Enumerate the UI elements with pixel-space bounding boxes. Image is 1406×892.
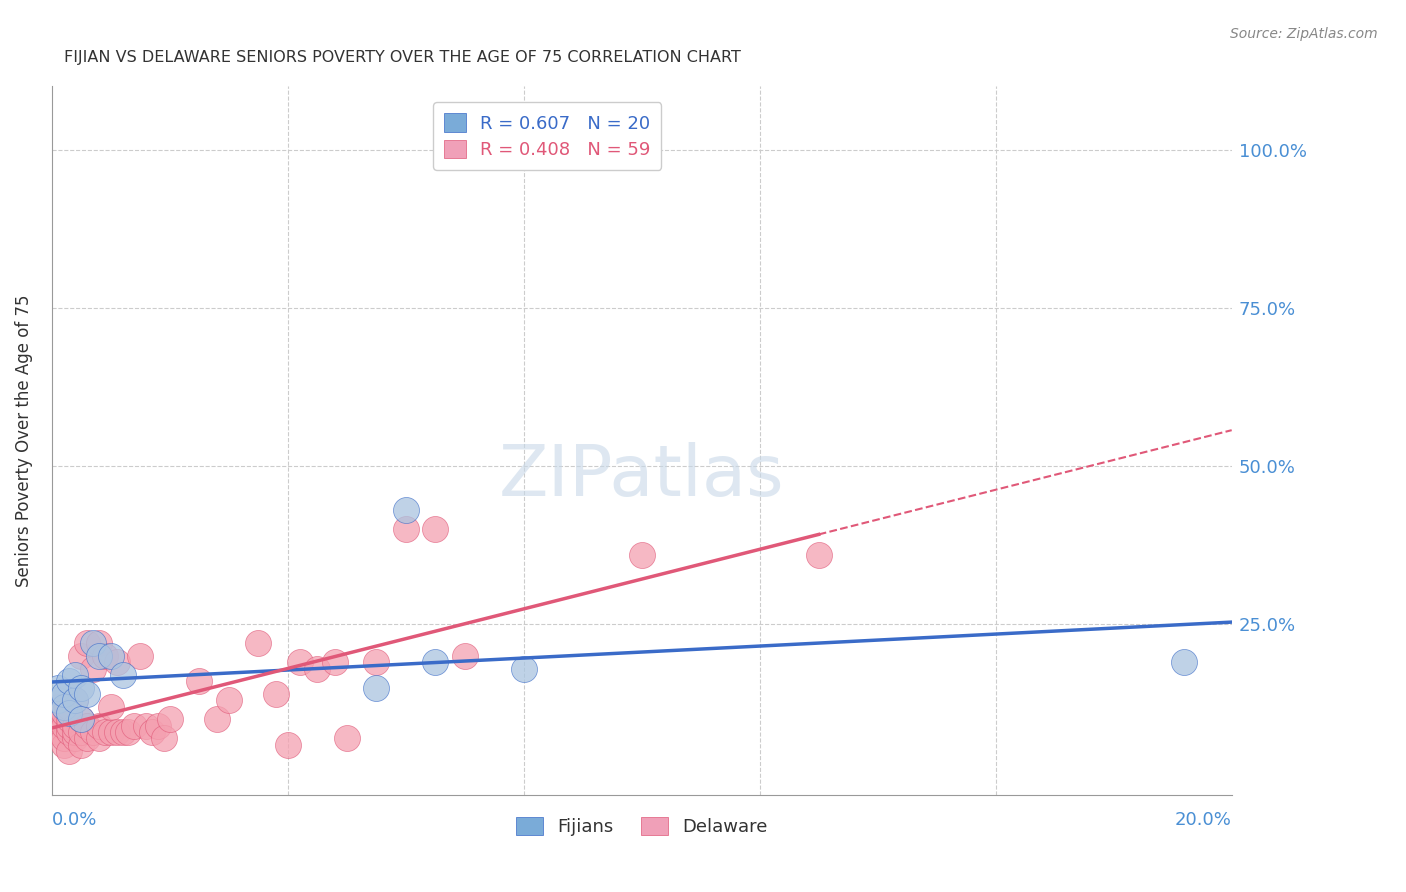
Point	[264, 687, 287, 701]
Point	[630, 548, 652, 562]
Point	[807, 548, 830, 562]
Point	[70, 649, 93, 664]
Point	[46, 699, 69, 714]
Point	[65, 668, 87, 682]
Point	[94, 725, 117, 739]
Point	[82, 636, 104, 650]
Point	[111, 668, 134, 682]
Y-axis label: Seniors Poverty Over the Age of 75: Seniors Poverty Over the Age of 75	[15, 294, 32, 587]
Point	[94, 649, 117, 664]
Point	[100, 725, 122, 739]
Text: Source: ZipAtlas.com: Source: ZipAtlas.com	[1230, 27, 1378, 41]
Point	[70, 713, 93, 727]
Point	[454, 649, 477, 664]
Point	[307, 662, 329, 676]
Point	[117, 725, 139, 739]
Point	[52, 738, 75, 752]
Point	[218, 693, 240, 707]
Point	[141, 725, 163, 739]
Point	[76, 636, 98, 650]
Point	[100, 649, 122, 664]
Point	[129, 649, 152, 664]
Point	[366, 656, 388, 670]
Point	[58, 719, 80, 733]
Point	[65, 725, 87, 739]
Point	[395, 523, 418, 537]
Point	[58, 706, 80, 720]
Point	[70, 681, 93, 695]
Text: FIJIAN VS DELAWARE SENIORS POVERTY OVER THE AGE OF 75 CORRELATION CHART: FIJIAN VS DELAWARE SENIORS POVERTY OVER …	[63, 50, 741, 65]
Point	[153, 731, 176, 746]
Point	[425, 656, 447, 670]
Point	[135, 719, 157, 733]
Point	[65, 693, 87, 707]
Point	[205, 713, 228, 727]
Point	[52, 706, 75, 720]
Point	[46, 693, 69, 707]
Point	[65, 731, 87, 746]
Text: 0.0%: 0.0%	[52, 811, 97, 830]
Point	[105, 725, 128, 739]
Text: 20.0%: 20.0%	[1175, 811, 1232, 830]
Point	[336, 731, 359, 746]
Point	[1173, 656, 1195, 670]
Point	[58, 713, 80, 727]
Point	[58, 725, 80, 739]
Point	[277, 738, 299, 752]
Point	[82, 725, 104, 739]
Point	[512, 662, 534, 676]
Point	[124, 719, 146, 733]
Point	[65, 719, 87, 733]
Point	[52, 731, 75, 746]
Point	[105, 656, 128, 670]
Point	[87, 649, 110, 664]
Point	[395, 503, 418, 517]
Point	[65, 693, 87, 707]
Point	[188, 674, 211, 689]
Point	[366, 681, 388, 695]
Point	[46, 713, 69, 727]
Point	[76, 719, 98, 733]
Point	[82, 662, 104, 676]
Point	[111, 725, 134, 739]
Point	[425, 523, 447, 537]
Text: ZIPatlas: ZIPatlas	[499, 442, 785, 511]
Point	[46, 681, 69, 695]
Point	[52, 699, 75, 714]
Point	[70, 713, 93, 727]
Point	[87, 719, 110, 733]
Point	[58, 744, 80, 758]
Point	[87, 636, 110, 650]
Point	[100, 699, 122, 714]
Point	[70, 738, 93, 752]
Point	[58, 699, 80, 714]
Point	[76, 731, 98, 746]
Point	[58, 674, 80, 689]
Point	[52, 687, 75, 701]
Point	[146, 719, 169, 733]
Point	[87, 731, 110, 746]
Point	[76, 687, 98, 701]
Point	[46, 725, 69, 739]
Point	[52, 719, 75, 733]
Point	[159, 713, 181, 727]
Point	[323, 656, 346, 670]
Point	[247, 636, 270, 650]
Point	[70, 725, 93, 739]
Legend: Fijians, Delaware: Fijians, Delaware	[509, 809, 775, 843]
Point	[288, 656, 311, 670]
